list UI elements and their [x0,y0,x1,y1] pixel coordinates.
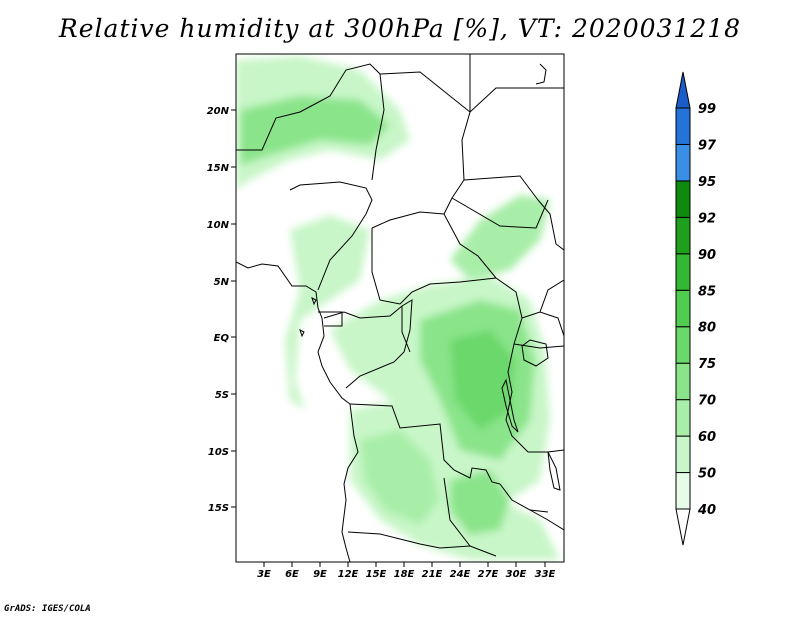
lat-label: 20N [207,106,230,117]
colorbar-label: 75 [698,357,716,372]
red-sea-coast [535,63,547,85]
lon-label: 9E [313,569,327,580]
lon-label: 27E [478,569,499,580]
lon-label: 33E [535,569,556,580]
colorbar-segment [675,216,691,255]
lake-malawi [547,451,561,491]
grads-credit: GrADS: IGES/COLA [4,604,91,614]
colorbar-segment [675,472,691,510]
lon-label: 21E [422,569,443,580]
border-zambia [443,477,549,547]
humidity-region-northwest-core [240,96,390,165]
colorbar-segment [675,362,691,401]
longitude-axis: 3E 6E 9E 12E 15E 18E 21E 24E 27E 30E 33E [257,562,556,580]
lat-label: 5N [214,277,230,288]
coastline-gulf-islands [299,297,317,338]
lat-label: 15S [208,503,229,514]
humidity-region-southeast-core [450,470,510,535]
colorbar-label: 40 [697,503,716,518]
colorbar-segment [675,326,691,364]
lat-label: 10S [208,447,229,458]
humidity-region-south-core [360,430,440,525]
lat-label: 5S [215,390,229,401]
lake-victoria [521,339,549,367]
border-chad-sudan [379,71,497,279]
colorbar-segments [675,71,691,546]
colorbar-segment [675,107,691,145]
humidity-region-central-peak [450,330,515,430]
border-angola [349,403,501,485]
border-nigeria-cameroon [289,181,373,291]
lon-label: 30E [506,569,527,580]
humidity-region-west-coast [285,215,370,410]
colorbar-segment [675,71,691,109]
colorbar-segment [675,289,691,328]
lake-tanganyika [501,378,519,433]
latitude-axis: 20N 15N 10N 5N EQ 5S 10S 15S [207,106,236,514]
colorbar-label: 85 [698,284,716,299]
border-sudan-southsudan [451,197,549,229]
humidity-region-northeast-band [450,195,550,280]
map-title: Relative humidity at 300hPa [%], VT: 202… [58,14,742,43]
border-cameroon-gabon [318,311,343,327]
coastline-west-africa [236,261,359,562]
lon-label: 3E [257,569,271,580]
colorbar-segment [675,508,691,546]
colorbar-labels: 40 50 60 70 75 80 85 90 92 95 97 99 [697,102,717,518]
colorbar-label: 70 [698,394,716,409]
lon-label: 6E [285,569,299,580]
border-angola-namibia [347,531,497,557]
colorbar-label: 50 [698,467,716,482]
border-drc-congo [323,299,413,389]
lat-label: EQ [214,333,230,344]
border-sudan-ethiopia [463,175,564,251]
colorbar-segment [675,253,691,291]
colorbar-label: 80 [698,321,716,336]
colorbar-label: 95 [698,175,716,190]
border-tanzania-mozambique [528,449,564,531]
lon-label: 18E [394,569,415,580]
colorbar-label: 97 [698,138,717,153]
lat-label: 10N [207,220,230,231]
colorbar-label: 90 [698,248,716,263]
colorbar: 40 50 60 70 75 80 85 90 92 95 97 99 [675,71,717,546]
colorbar-label: 92 [698,211,716,226]
country-borders [236,54,564,562]
lon-label: 15E [366,569,387,580]
border-gabon-congo [401,306,411,353]
colorbar-label: 60 [698,430,716,445]
colorbar-segment [675,435,691,474]
lon-label: 12E [338,569,359,580]
border-libya-egypt [469,54,564,114]
colorbar-segment [675,399,691,437]
lat-label: 15N [207,163,230,174]
lon-label: 24E [450,569,471,580]
colorbar-segment [675,143,691,182]
colorbar-segment [675,180,691,218]
humidity-shading [236,56,560,560]
border-sahel-north [236,63,385,181]
border-drc-east [495,277,529,453]
colorbar-label: 99 [698,102,716,117]
border-car [371,211,497,305]
map-frame [235,53,565,563]
